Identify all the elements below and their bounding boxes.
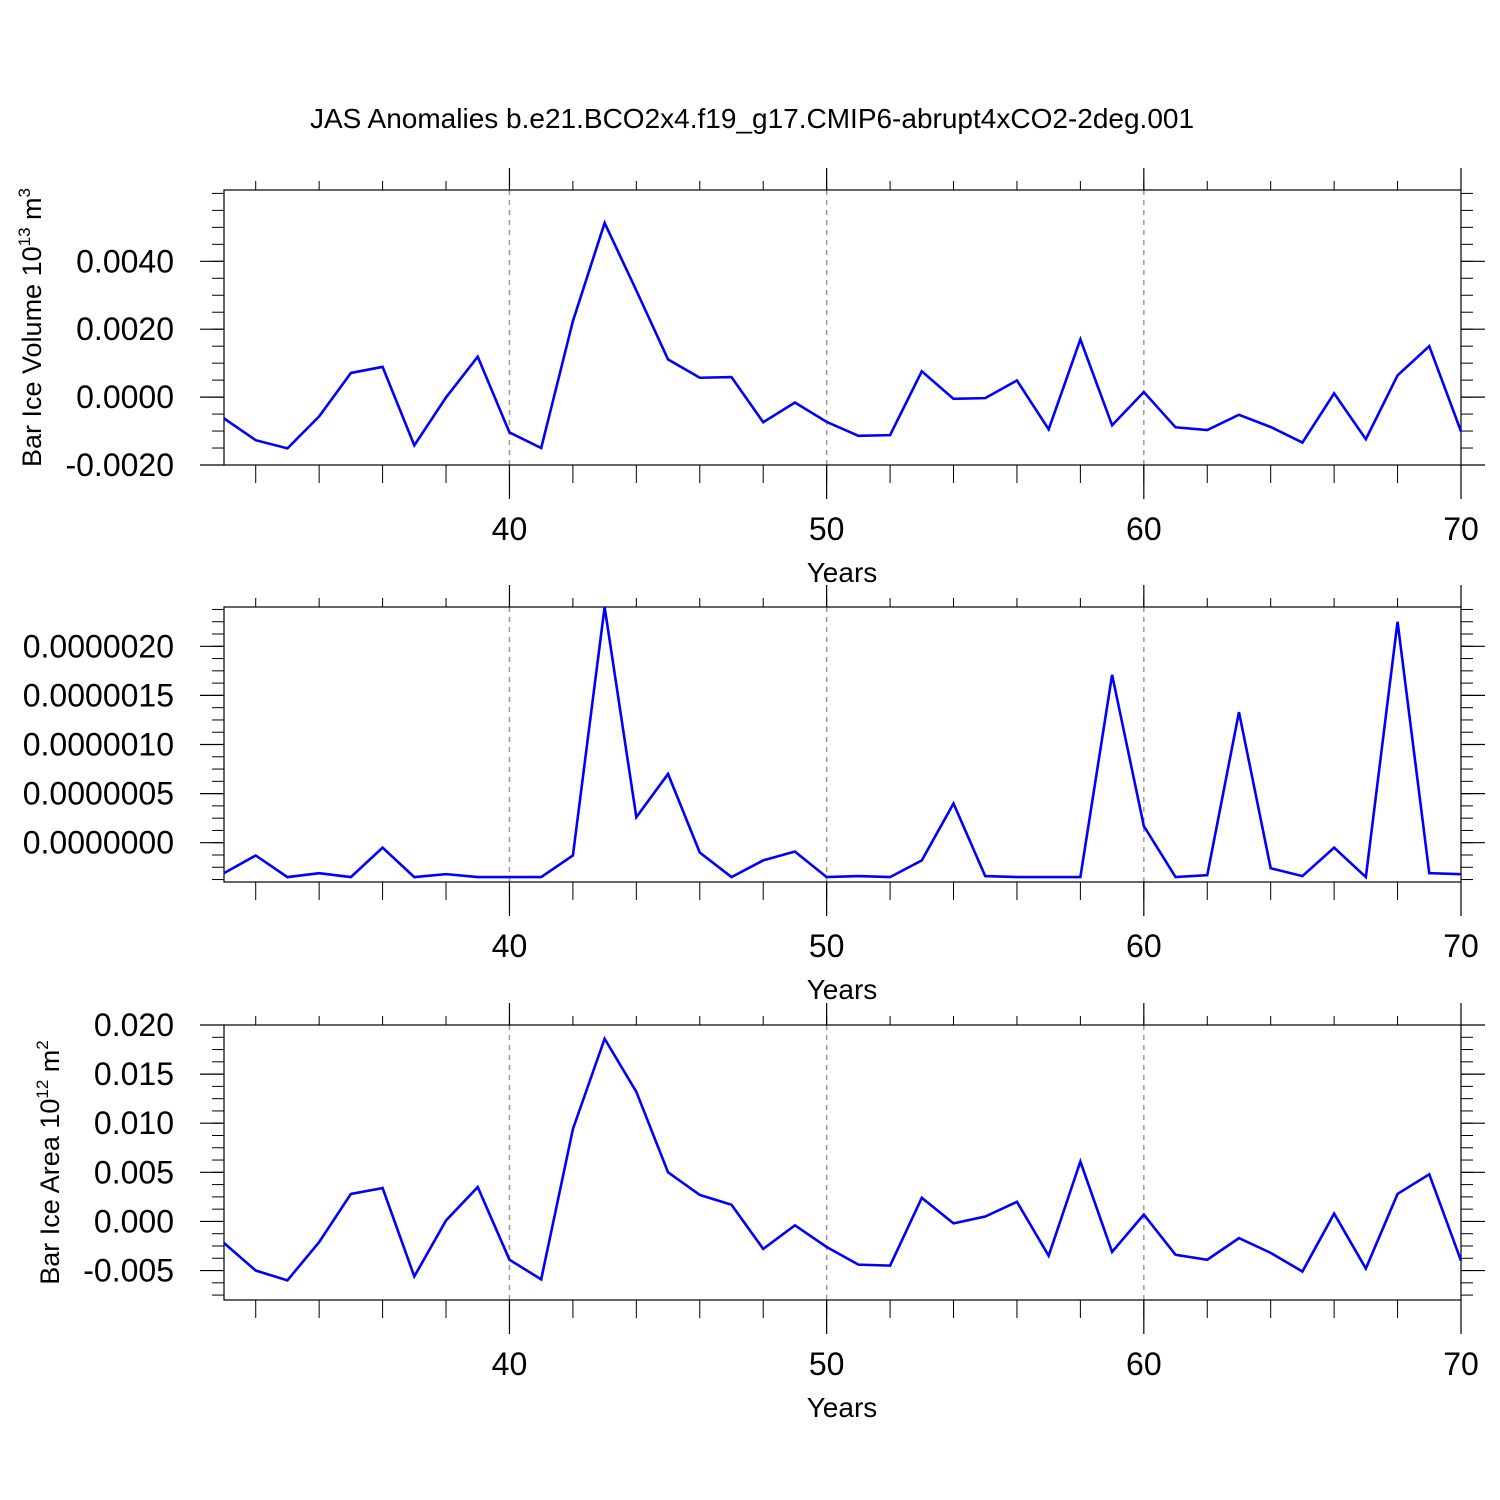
chart-title: JAS Anomalies b.e21.BCO2x4.f19_g17.CMIP6… bbox=[310, 103, 1194, 134]
y-tick-label: 0.000 bbox=[94, 1203, 174, 1239]
chart-panel-2: 40 50 60 70 0.0000000 0.0000005 0.0000010 0.000… bbox=[23, 585, 1485, 1005]
plot-frame bbox=[223, 606, 1462, 883]
x-tick-label: 60 bbox=[1126, 511, 1162, 547]
y-tick-label: 0.0000020 bbox=[23, 628, 174, 664]
panels: 40 50 60 70 -0.0020 0.0000 0.0020 0.0040 Years Ba… bbox=[15, 168, 1485, 1423]
y-tick-label: 0.0000015 bbox=[23, 677, 174, 713]
x-tick-label: 70 bbox=[1443, 928, 1479, 964]
x-tick-label: 50 bbox=[809, 1346, 845, 1382]
y-axis-label: Bar Ice Volume 1013 m3 bbox=[15, 188, 47, 467]
x-tick-label: 40 bbox=[492, 928, 528, 964]
x-axis-label: Years bbox=[807, 974, 878, 1005]
x-tick-label: 70 bbox=[1443, 1346, 1479, 1382]
x-tick-label: 40 bbox=[492, 1346, 528, 1382]
series-line bbox=[223, 1035, 1463, 1282]
series-line bbox=[223, 219, 1463, 450]
x-axis-label: Years bbox=[807, 557, 878, 588]
y-tick-label: 0.0000 bbox=[76, 379, 174, 415]
y-tick-label: -0.0020 bbox=[65, 447, 174, 483]
plot-frame bbox=[223, 1024, 1462, 1301]
chart-panel-1: 40 50 60 70 -0.0020 0.0000 0.0020 0.0040 Years Ba… bbox=[15, 168, 1485, 588]
x-tick-label: 60 bbox=[1126, 1346, 1162, 1382]
y-tick-label: 0.0020 bbox=[76, 311, 174, 347]
y-tick-label: 0.0040 bbox=[76, 243, 174, 279]
y-tick-label: 0.0000000 bbox=[23, 825, 174, 861]
y-tick-label: 0.005 bbox=[94, 1154, 174, 1190]
x-axis-label: Years bbox=[807, 1392, 878, 1423]
series-line bbox=[223, 606, 1462, 880]
y-tick-label: 0.020 bbox=[94, 1007, 174, 1043]
x-tick-label: 60 bbox=[1126, 928, 1162, 964]
x-tick-label: 40 bbox=[492, 511, 528, 547]
y-axis-label: Bar Ice Area 1012 m2 bbox=[33, 1040, 65, 1285]
y-tick-label: 0.0000005 bbox=[23, 776, 174, 812]
x-tick-label: 70 bbox=[1443, 511, 1479, 547]
y-tick-label: -0.005 bbox=[83, 1253, 174, 1289]
chart-panel-3: 40 50 60 70 -0.005 0.000 0.005 0.010 0.015 0.020 Y… bbox=[33, 1003, 1485, 1423]
x-tick-label: 50 bbox=[809, 928, 845, 964]
x-tick-label: 50 bbox=[809, 511, 845, 547]
y-tick-label: 0.010 bbox=[94, 1105, 174, 1141]
y-tick-label: 0.0000010 bbox=[23, 727, 174, 763]
plot-frame bbox=[223, 189, 1462, 466]
y-tick-label: 0.015 bbox=[94, 1056, 174, 1092]
